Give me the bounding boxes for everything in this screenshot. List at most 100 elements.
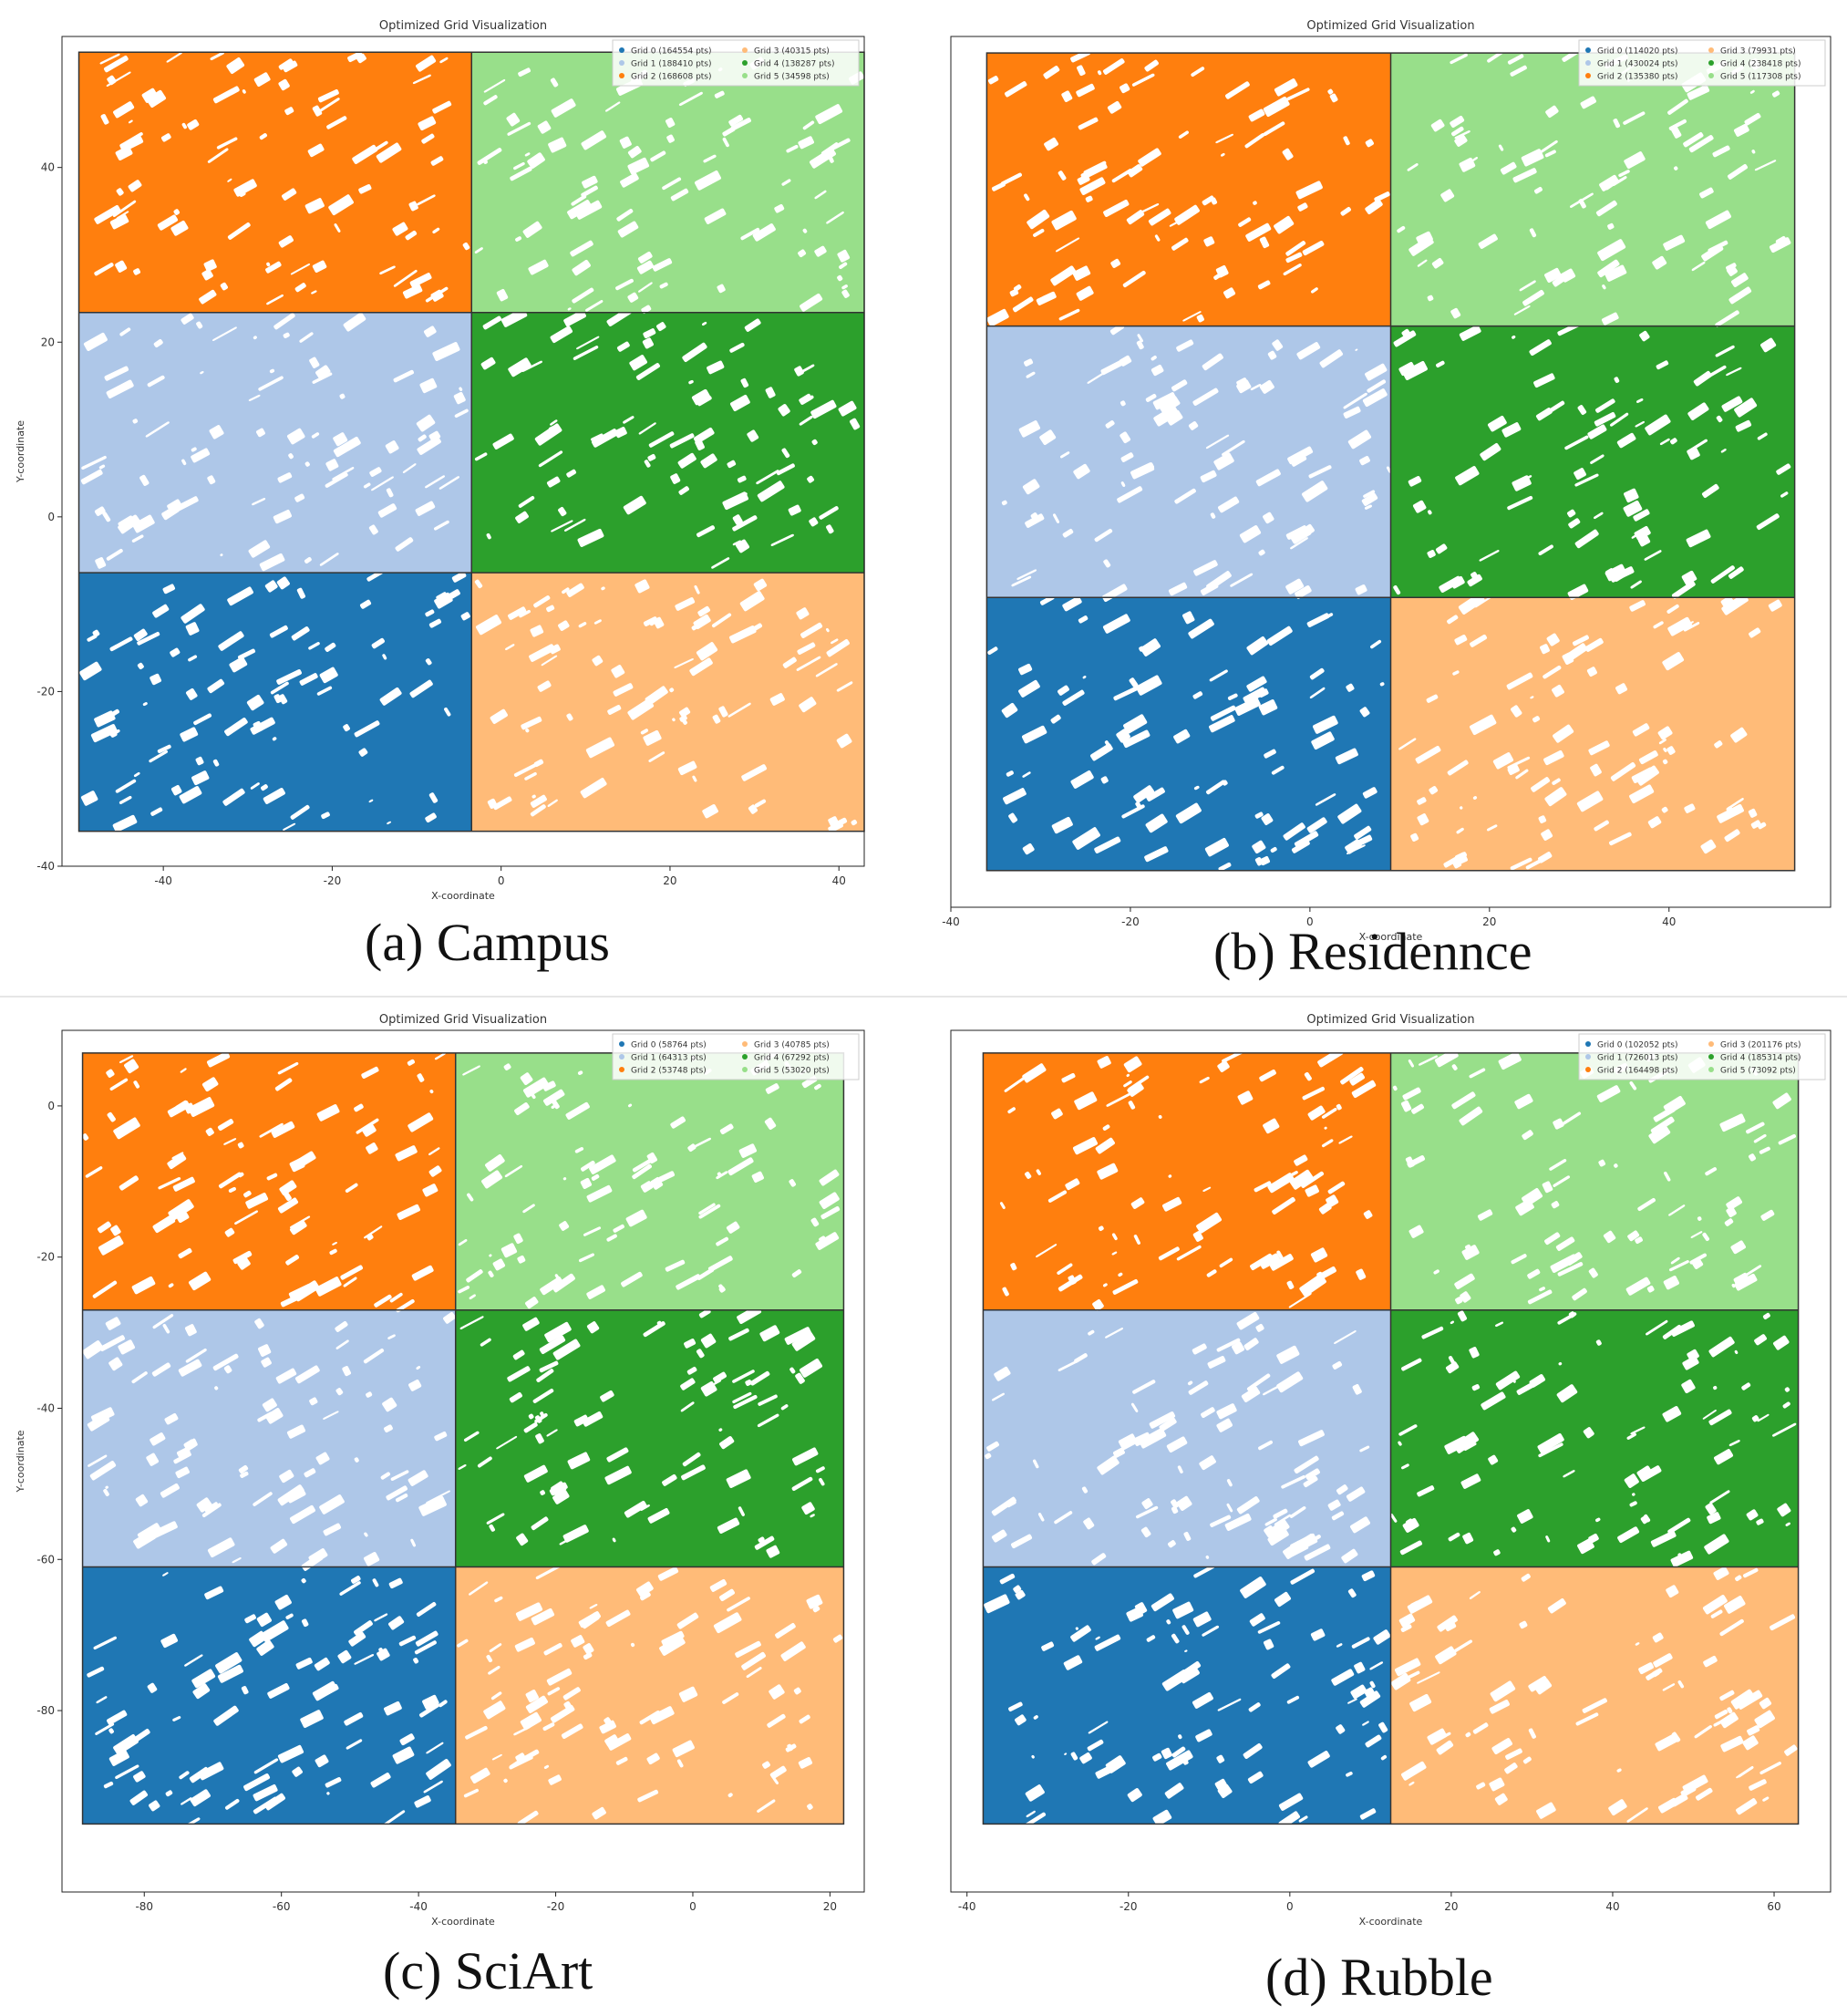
- point-gap: [1290, 537, 1308, 550]
- point-gap: [1564, 435, 1589, 450]
- point-gap: [1597, 259, 1620, 278]
- point-gap: [1507, 54, 1524, 65]
- point-gap: [735, 1640, 761, 1658]
- point-gap: [1007, 1107, 1016, 1114]
- point-gap: [1728, 566, 1744, 579]
- point-gap: [1027, 209, 1050, 230]
- grid-outline: [982, 1052, 1800, 1825]
- point-gap: [1681, 570, 1697, 585]
- point-gap: [1632, 723, 1650, 737]
- point-gap: [1407, 163, 1419, 171]
- point-gap: [1721, 594, 1749, 615]
- point-gap: [714, 90, 725, 98]
- point-gap: [1587, 424, 1607, 439]
- point-gap: [1730, 1240, 1746, 1255]
- point-gap: [1495, 1321, 1504, 1327]
- point-gap: [1624, 151, 1646, 170]
- point-gap: [1713, 1385, 1718, 1391]
- point-gap: [774, 203, 785, 213]
- point-gap: [187, 119, 200, 130]
- point-gap: [315, 365, 331, 379]
- legend-entry: Grid 0 (102052 pts): [1597, 1041, 1678, 1050]
- point-gap: [1105, 1328, 1124, 1339]
- point-gap: [1632, 1493, 1635, 1496]
- point-gap: [253, 72, 271, 87]
- point-gap: [179, 1771, 190, 1780]
- point-gap: [826, 524, 834, 534]
- chart-panel-campus: Optimized Grid Visualization -40 -20 0 20 40-…: [0, 0, 924, 994]
- point-gap: [769, 1684, 785, 1700]
- point-gap: [1359, 1445, 1370, 1453]
- point-gap: [372, 1578, 379, 1587]
- point-gap: [273, 510, 292, 524]
- point-gap: [425, 812, 437, 823]
- point-gap: [627, 698, 655, 720]
- point-gap: [732, 1370, 755, 1383]
- point-gap: [643, 1321, 666, 1338]
- point-gap: [738, 1506, 745, 1516]
- point-gap: [1537, 140, 1558, 155]
- point-gap: [985, 1453, 992, 1460]
- point-gap: [1749, 1779, 1767, 1791]
- point-gap: [436, 592, 448, 601]
- point-gap: [1181, 1625, 1190, 1635]
- point-gap: [1754, 1334, 1768, 1346]
- point-gap: [1625, 1277, 1651, 1296]
- point-gap: [811, 439, 818, 446]
- point-gap: [1454, 134, 1468, 147]
- point-gap: [806, 1594, 823, 1609]
- point-gap: [1355, 584, 1367, 595]
- point-gap: [1664, 1171, 1671, 1182]
- point-gap: [113, 1117, 140, 1140]
- chart-panel-sciart: Optimized Grid Visualization -80 -60 -40 -20…: [0, 998, 924, 2016]
- point-gap: [1267, 350, 1277, 360]
- point-gap: [1512, 335, 1516, 339]
- point-gap: [1613, 119, 1621, 129]
- point-gap: [1166, 1436, 1188, 1453]
- point-gap: [253, 1492, 273, 1506]
- point-gap: [1785, 1522, 1790, 1526]
- point-gap: [1595, 398, 1615, 413]
- point-gap: [1417, 259, 1428, 267]
- point-gap: [1568, 1311, 1576, 1318]
- point-gap: [1687, 446, 1700, 460]
- point-gap: [1455, 1297, 1463, 1305]
- point-gap: [1538, 815, 1547, 824]
- point-gap: [378, 1648, 384, 1653]
- point-gap: [1448, 1356, 1456, 1365]
- point-gap: [167, 1153, 187, 1170]
- point-gap: [1006, 1499, 1016, 1508]
- point-gap: [799, 1714, 810, 1724]
- point-gap: [1097, 1056, 1111, 1069]
- point-gap: [1202, 1186, 1212, 1192]
- point-gap: [1691, 261, 1706, 272]
- point-gap: [1693, 370, 1712, 387]
- point-gap: [87, 1413, 110, 1432]
- point-gap: [1401, 328, 1411, 339]
- point-gap: [279, 1180, 297, 1195]
- point-gap: [430, 156, 444, 166]
- point-gap: [152, 604, 170, 618]
- point-gap: [1240, 1577, 1266, 1598]
- point-gap: [244, 1614, 256, 1624]
- point-gap: [1603, 1230, 1616, 1244]
- point-gap: [580, 778, 607, 799]
- point-gap: [1530, 696, 1534, 699]
- point-gap: [775, 1623, 796, 1639]
- point-gap: [562, 1177, 567, 1181]
- point-gap: [791, 1269, 802, 1278]
- point-gap: [1309, 687, 1326, 699]
- point-gap: [1203, 236, 1215, 247]
- point-gap: [1608, 1799, 1627, 1816]
- point-gap: [415, 501, 436, 516]
- point-gap: [486, 1654, 493, 1663]
- legend-box: [612, 1033, 860, 1080]
- point-gap: [395, 537, 414, 552]
- point-gap: [1614, 1163, 1618, 1168]
- point-gap: [1681, 1379, 1696, 1393]
- point-gap: [319, 667, 338, 684]
- point-gap: [567, 200, 593, 220]
- point-gap: [1058, 308, 1080, 321]
- point-gap: [819, 1169, 840, 1186]
- chart-canvas: Optimized Grid Visualization-80 -60 -40 -20…: [15, 1013, 865, 1928]
